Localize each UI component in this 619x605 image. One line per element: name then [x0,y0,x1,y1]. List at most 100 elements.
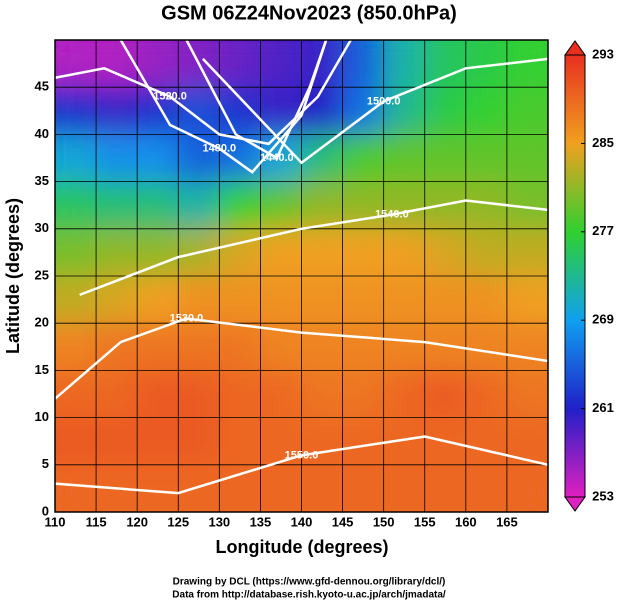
x-tick-label: 145 [332,514,354,529]
contour-line [185,40,328,160]
x-tick-label: 120 [126,514,148,529]
cell [177,369,221,419]
footer-text: Drawing by DCL (https://www.gfd-dennou.o… [173,577,446,588]
cell [259,40,303,89]
cell [341,369,385,419]
cell [464,416,508,466]
cell [464,322,508,372]
cell [218,40,262,89]
x-tick-label: 115 [86,514,107,529]
cell [423,275,467,325]
cell [382,463,426,512]
cell [95,227,139,277]
cell [464,133,508,183]
overlay: 1520.0 1480.0 1440.0 1500.0 1540.0 1530.0 1550… [55,40,548,512]
cell [382,275,426,325]
cell [55,86,98,136]
cell [55,180,98,230]
contour-label: 1500.0 [367,95,401,107]
contour-line [119,40,328,174]
cell [177,133,221,183]
cell [423,227,467,277]
cell [382,40,426,89]
colorbar-arrow [564,496,586,512]
cell [382,322,426,372]
cell [136,416,180,466]
cell [464,227,508,277]
cell [136,180,180,230]
cell [300,180,344,230]
cell [177,180,221,230]
x-tick-label: 165 [496,514,518,529]
cell [382,227,426,277]
cell [423,369,467,419]
x-tick-label: 160 [455,514,477,529]
cell [136,463,180,512]
cell [218,463,262,512]
cell [177,463,221,512]
x-axis-label: Longitude (degrees) [215,537,388,557]
cell [136,227,180,277]
cell [218,227,262,277]
cell [55,227,98,277]
y-tick-label: 5 [42,456,49,471]
cell [95,180,139,230]
x-tick-label: 150 [373,514,395,529]
cell [55,133,98,183]
cell [341,275,385,325]
contour-label: 1480.0 [203,142,237,154]
cell [341,40,385,89]
cell [341,416,385,466]
cell [300,463,344,512]
cell [259,86,303,136]
plot-frame [54,39,549,513]
cell [136,275,180,325]
cell [177,416,221,466]
cell [423,40,467,89]
cell [259,463,303,512]
cell [218,86,262,136]
cell [136,322,180,372]
cell [423,463,467,512]
y-tick-label: 10 [35,409,49,424]
x-tick-label: 135 [250,514,272,529]
contour-label: 1440.0 [260,152,294,164]
contour-line [201,57,548,165]
cell [300,275,344,325]
colorbar [564,54,586,498]
cell [55,322,98,372]
colorbar-tick-label: 293 [592,46,614,61]
cell [341,227,385,277]
footer-text: Data from http://database.rish.kyoto-u.a… [172,590,446,601]
y-tick-label: 35 [35,173,49,188]
cell [382,369,426,419]
cell [95,416,139,466]
cell [300,416,344,466]
cell [218,275,262,325]
cell [423,133,467,183]
cell [55,40,98,89]
y-tick-label: 15 [35,362,49,377]
contour-line [55,317,548,400]
cell [218,416,262,466]
cell [218,322,262,372]
colorbar-tick-label: 277 [592,223,614,238]
cell [55,416,98,466]
cell [95,86,139,136]
y-tick-label: 40 [35,126,49,141]
cell [341,322,385,372]
cell [136,133,180,183]
cell [300,322,344,372]
cell [464,463,508,512]
cell [218,369,262,419]
cells [55,40,548,512]
cell [259,180,303,230]
cell [55,463,98,512]
cell [300,369,344,419]
cell [505,369,548,419]
cell [177,86,221,136]
colorbar-tick-label: 253 [592,488,614,503]
contour-line [55,435,548,495]
cell [136,369,180,419]
